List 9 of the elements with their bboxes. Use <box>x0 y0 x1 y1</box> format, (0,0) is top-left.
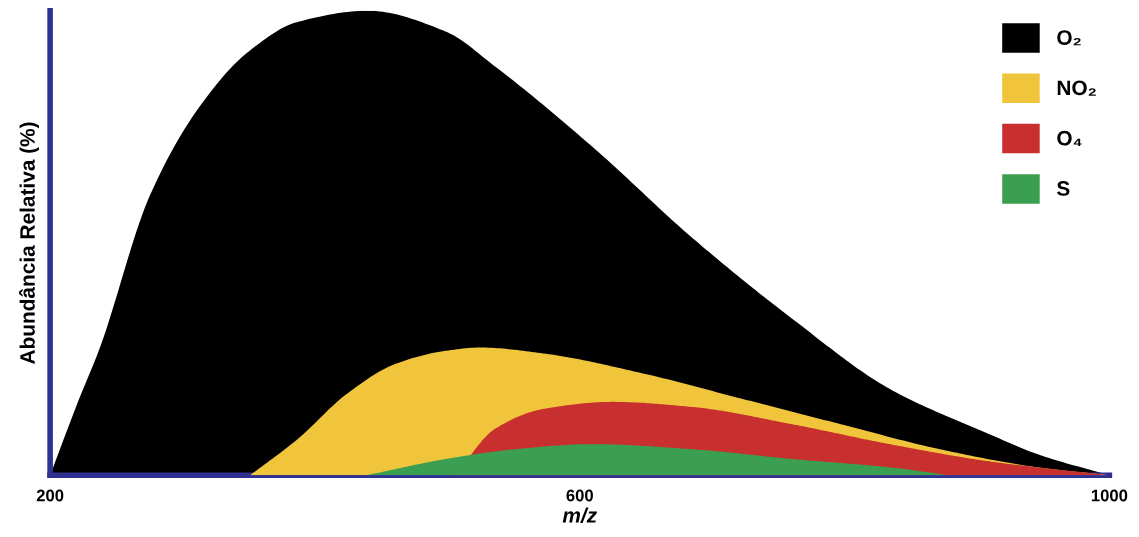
x-tick-label: 600 <box>566 489 593 502</box>
legend-label: NO₂ <box>1057 80 1096 96</box>
legend-label: O₄ <box>1057 130 1082 146</box>
legend-label: S <box>1056 181 1070 196</box>
x-tick-label: 1000 <box>1091 489 1128 502</box>
x-axis-title: m/z <box>562 507 597 523</box>
y-axis-title: Abundância Relativa (%) <box>19 122 39 365</box>
legend-label: O₂ <box>1057 30 1081 46</box>
x-tick-label: 200 <box>36 489 64 502</box>
